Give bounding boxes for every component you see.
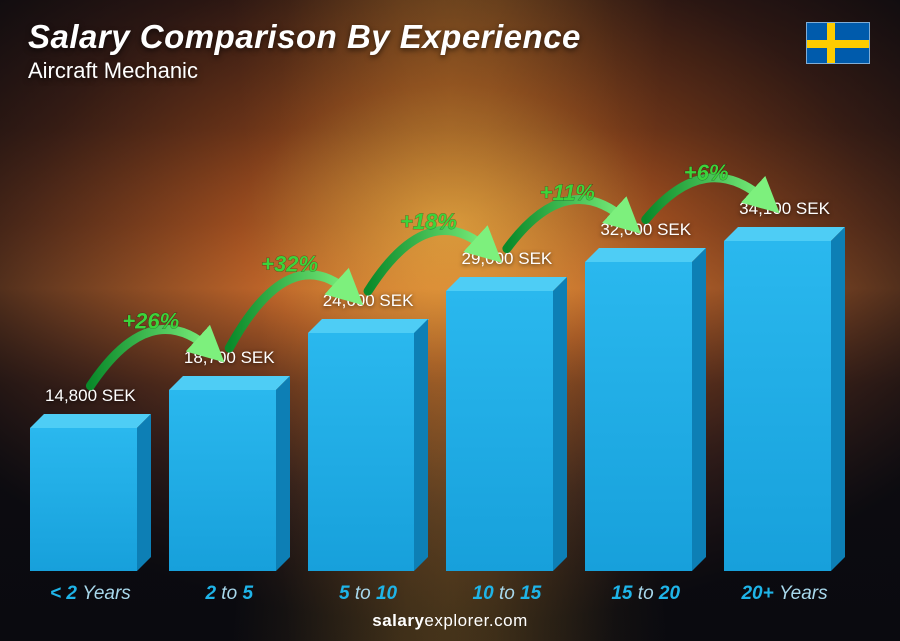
- bar-category-label: 2 to 5: [205, 583, 253, 605]
- flag-sweden-icon: [806, 22, 870, 64]
- bar-value-label: 29,000 SEK: [462, 249, 553, 269]
- chart-container: Salary Comparison By Experience Aircraft…: [0, 0, 900, 641]
- bar-slot: 24,600 SEK5 to 10: [308, 100, 429, 571]
- bar: 24,600 SEK: [308, 319, 429, 571]
- bar-value-label: 32,000 SEK: [600, 220, 691, 240]
- bar-value-label: 24,600 SEK: [323, 291, 414, 311]
- bar: 18,700 SEK: [169, 376, 290, 571]
- bar-value-label: 18,700 SEK: [184, 348, 275, 368]
- brand-rest: explorer.com: [424, 611, 527, 630]
- bar-chart: 14,800 SEK< 2 Years18,700 SEK2 to 524,60…: [30, 100, 845, 571]
- bar-slot: 18,700 SEK2 to 5: [169, 100, 290, 571]
- bar-category-label: 20+ Years: [741, 583, 827, 605]
- footer-brand: salaryexplorer.com: [0, 611, 900, 631]
- bar-value-label: 34,100 SEK: [739, 199, 830, 219]
- bar: 29,000 SEK: [446, 277, 567, 571]
- bar-category-label: 10 to 15: [473, 583, 542, 605]
- page-title: Salary Comparison By Experience: [28, 18, 581, 56]
- bar: 14,800 SEK: [30, 414, 151, 571]
- bar: 32,000 SEK: [585, 248, 706, 571]
- bar-category-label: 5 to 10: [339, 583, 397, 605]
- bar: 34,100 SEK: [724, 227, 845, 571]
- bar-category-label: < 2 Years: [50, 583, 131, 605]
- page-subtitle: Aircraft Mechanic: [28, 58, 581, 84]
- bar-category-label: 15 to 20: [611, 583, 680, 605]
- brand-bold: salary: [372, 611, 424, 630]
- bar-value-label: 14,800 SEK: [45, 386, 136, 406]
- header: Salary Comparison By Experience Aircraft…: [28, 18, 581, 84]
- bar-slot: 14,800 SEK< 2 Years: [30, 100, 151, 571]
- bar-slot: 34,100 SEK20+ Years: [724, 100, 845, 571]
- bar-slot: 32,000 SEK15 to 20: [585, 100, 706, 571]
- bar-slot: 29,000 SEK10 to 15: [446, 100, 567, 571]
